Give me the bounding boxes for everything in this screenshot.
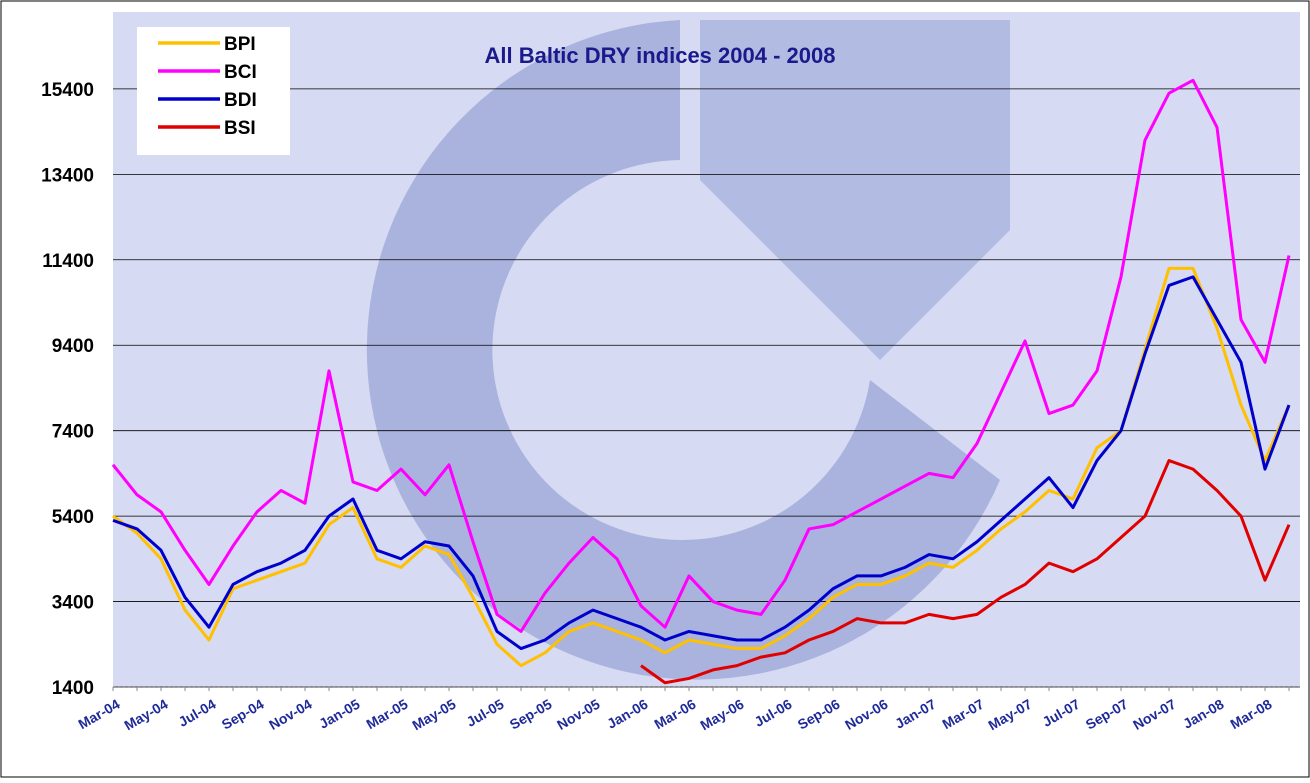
y-tick-label: 1400 — [52, 678, 94, 699]
legend: BPI BCI BDI BSI — [158, 34, 257, 139]
legend-label: BDI — [224, 90, 257, 111]
legend-label: BSI — [224, 118, 256, 139]
y-tick-label: 9400 — [52, 336, 94, 357]
y-tick-label: 5400 — [52, 507, 94, 528]
y-tick-label: 7400 — [52, 422, 94, 443]
y-tick-label: 3400 — [52, 593, 94, 614]
legend-box — [137, 27, 290, 155]
y-tick-label: 11400 — [42, 251, 94, 272]
series-line — [112, 266, 1291, 668]
y-tick-label: 13400 — [41, 165, 94, 186]
grid — [112, 88, 1300, 691]
series-line — [640, 459, 1291, 685]
watermark-shape — [700, 20, 1010, 360]
series-line — [111, 78, 1291, 633]
watermark — [366, 20, 1010, 680]
legend-label: BPI — [224, 34, 256, 55]
watermark-arc — [366, 20, 1000, 680]
chart-title: All Baltic DRY indices 2004 - 2008 — [485, 43, 836, 68]
series-line — [112, 275, 1291, 651]
series-lines — [111, 78, 1291, 685]
y-tick-label: 15400 — [41, 80, 94, 101]
legend-label: BCI — [224, 62, 257, 83]
